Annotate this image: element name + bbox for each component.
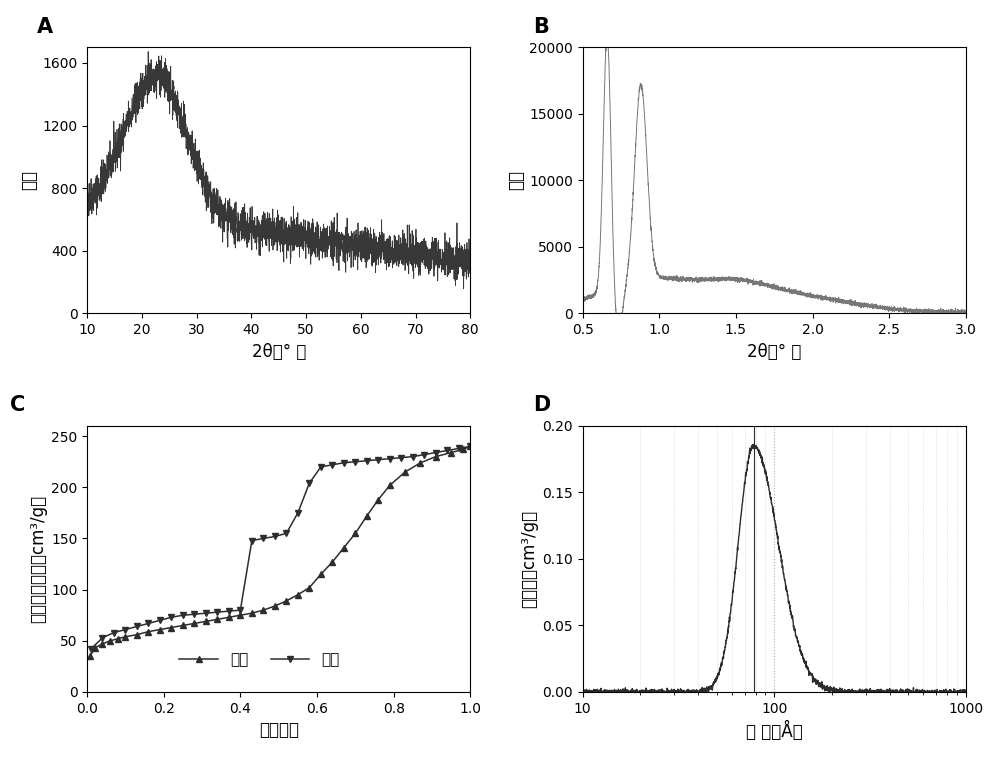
吸附 — [246, 609, 258, 618]
Text: C: C — [10, 395, 26, 415]
Line: 吸附: 吸附 — [87, 443, 474, 659]
吸附 — [112, 634, 124, 644]
脱附 — [246, 536, 258, 545]
吸附 — [280, 597, 292, 606]
吸附 — [154, 625, 166, 634]
脱附 — [395, 453, 407, 462]
脱附 — [223, 606, 235, 615]
吸附 — [211, 615, 223, 624]
脱附 — [372, 455, 384, 464]
吸附 — [384, 481, 396, 490]
吸附 — [131, 630, 143, 639]
吸附 — [200, 617, 212, 626]
吸附 — [303, 583, 315, 592]
脱附 — [131, 622, 143, 631]
吸附 — [292, 590, 304, 600]
吸附 — [119, 632, 131, 641]
脱附 — [441, 446, 453, 455]
脱附 — [119, 625, 131, 634]
Y-axis label: 孔体积（cm³/g）: 孔体积（cm³/g） — [520, 510, 538, 608]
吸附 — [96, 639, 108, 648]
脱附 — [349, 457, 361, 466]
吸附 — [399, 468, 411, 477]
吸附 — [165, 623, 177, 632]
脱附 — [142, 619, 154, 628]
吸附 — [372, 495, 384, 504]
吸附 — [361, 512, 373, 521]
脱附 — [280, 529, 292, 538]
Y-axis label: 氪气吸附体积（cm³/g）: 氪气吸附体积（cm³/g） — [29, 495, 47, 623]
吸附 — [315, 570, 327, 579]
X-axis label: 2θ（° ）: 2θ（° ） — [747, 343, 801, 361]
Text: D: D — [533, 395, 550, 415]
脱附 — [177, 611, 189, 620]
吸附 — [234, 611, 246, 620]
脱附 — [407, 452, 419, 461]
吸附 — [445, 448, 457, 457]
脱附 — [257, 534, 269, 543]
X-axis label: 相对压力: 相对压力 — [259, 722, 299, 739]
吸附 — [84, 652, 96, 661]
脱附 — [418, 450, 430, 459]
Line: 脱附: 脱附 — [87, 443, 474, 653]
脱附 — [108, 628, 120, 637]
Y-axis label: 强度: 强度 — [507, 171, 525, 190]
脱附 — [234, 606, 246, 615]
吸附 — [104, 636, 116, 645]
Text: A: A — [37, 17, 53, 36]
吸附 — [414, 459, 426, 468]
脱附 — [384, 454, 396, 463]
脱附 — [453, 444, 465, 453]
吸附 — [269, 602, 281, 611]
脱附 — [269, 532, 281, 541]
吸附 — [257, 606, 269, 615]
Legend: 吸附, 脱附: 吸附, 脱附 — [173, 647, 346, 674]
脱附 — [292, 509, 304, 518]
Text: B: B — [533, 17, 549, 36]
脱附 — [211, 608, 223, 617]
吸附 — [349, 529, 361, 538]
吸附 — [142, 627, 154, 636]
脱附 — [315, 462, 327, 471]
脱附 — [154, 615, 166, 625]
脱附 — [326, 460, 338, 469]
吸附 — [457, 445, 469, 454]
脱附 — [464, 442, 476, 451]
脱附 — [361, 456, 373, 465]
X-axis label: 2θ（° ）: 2θ（° ） — [252, 343, 306, 361]
吸附 — [430, 452, 442, 461]
吸附 — [89, 644, 101, 653]
吸附 — [464, 442, 476, 451]
X-axis label: 孔 径（Å）: 孔 径（Å） — [746, 722, 803, 741]
脱附 — [430, 448, 442, 457]
脱附 — [96, 633, 108, 642]
吸附 — [223, 612, 235, 622]
脱附 — [165, 612, 177, 622]
脱附 — [200, 609, 212, 618]
吸附 — [177, 621, 189, 630]
吸附 — [338, 543, 350, 553]
吸附 — [326, 557, 338, 566]
脱附 — [188, 609, 200, 619]
吸附 — [188, 619, 200, 628]
脱附 — [85, 644, 97, 653]
脱附 — [338, 459, 350, 468]
脱附 — [303, 479, 315, 488]
Y-axis label: 强度: 强度 — [20, 171, 38, 190]
